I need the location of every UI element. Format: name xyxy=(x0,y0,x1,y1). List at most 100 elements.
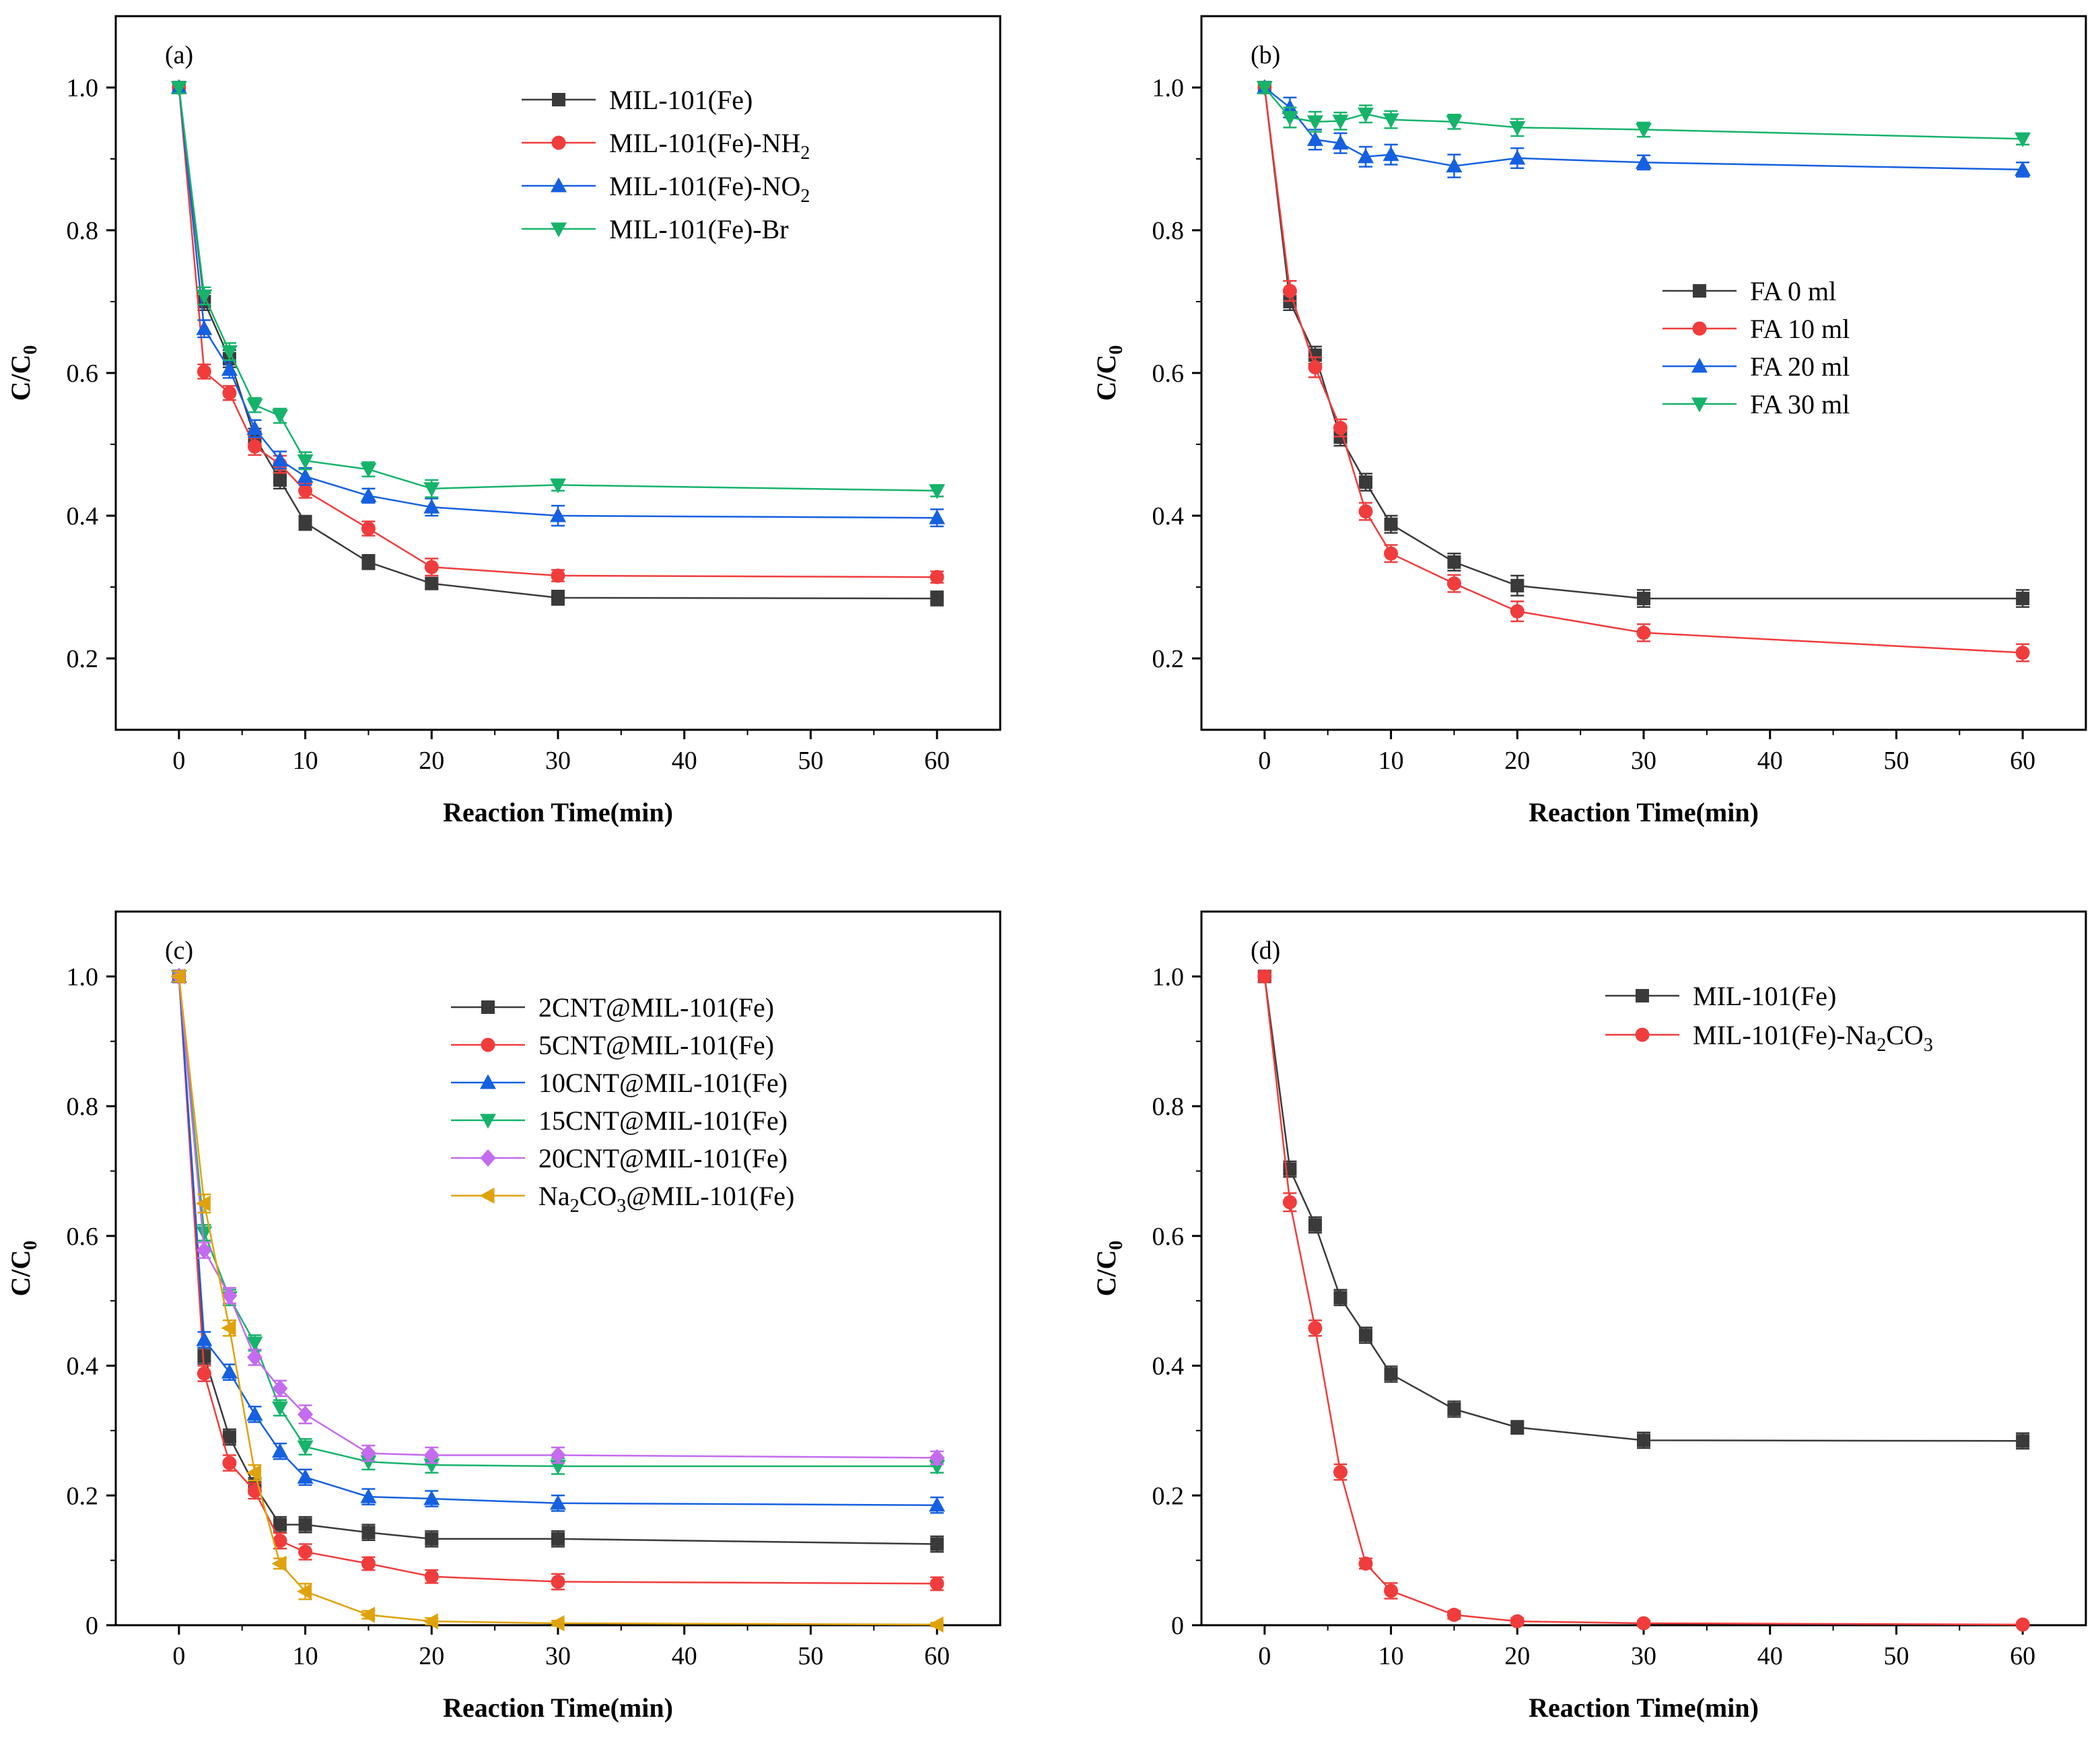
y-tick-label: 1.0 xyxy=(67,963,99,991)
data-point xyxy=(549,1615,565,1632)
data-point xyxy=(424,1569,439,1584)
data-point xyxy=(1447,555,1461,569)
data-point xyxy=(246,1406,263,1421)
data-point xyxy=(551,590,565,605)
data-point xyxy=(1306,115,1323,131)
series-10cnt-mil-101-fe- xyxy=(170,967,946,1514)
data-point xyxy=(1332,135,1349,150)
legend-marker xyxy=(551,177,567,193)
chart-panel-d: 0 10 20 30 40 50 60 0 0.2 0.4 0.6 0.8 1.0 Reaction Ti… xyxy=(1091,910,2087,1723)
legend-marker xyxy=(1691,357,1708,373)
x-tick-label: 20 xyxy=(1504,747,1530,775)
data-point xyxy=(196,1226,213,1241)
data-point xyxy=(298,1517,312,1532)
y-axis-title: C/C0 xyxy=(1091,1241,1127,1297)
legend-entry: FA 10 ml xyxy=(1750,314,1850,344)
series-line xyxy=(178,976,938,1545)
data-point xyxy=(551,1574,565,1589)
x-tick-label: 10 xyxy=(293,747,318,775)
series-line xyxy=(178,976,938,1626)
legend-marker xyxy=(480,1074,496,1089)
legend-marker xyxy=(481,1000,495,1014)
data-point xyxy=(221,1320,236,1336)
data-point xyxy=(1510,578,1525,592)
y-tick-label: 0.6 xyxy=(67,1223,99,1251)
data-point xyxy=(297,468,314,483)
chart-panel-b: 0 10 20 30 40 50 60 0.2 0.4 0.6 0.8 1.0 Reaction Tim… xyxy=(1091,15,2087,827)
y-tick-label: 0.4 xyxy=(67,1353,99,1381)
y-tick-label: 0.2 xyxy=(67,645,99,673)
data-point xyxy=(2015,161,2031,176)
data-point xyxy=(359,1606,375,1623)
data-point xyxy=(297,454,314,469)
y-tick-label: 0 xyxy=(85,1612,98,1640)
data-point xyxy=(929,1497,946,1512)
legend: MIL-101(Fe) MIL-101(Fe)-Na2CO3 xyxy=(1605,981,1933,1056)
data-point xyxy=(361,1526,376,1540)
legend-entry: Na2CO3@MIL-101(Fe) xyxy=(538,1181,794,1217)
y-tick-label: 0.8 xyxy=(1152,217,1185,245)
y-tick-label: 0.6 xyxy=(1152,360,1185,388)
y-tick-label: 1.0 xyxy=(1152,74,1185,102)
data-point xyxy=(1358,504,1373,519)
series-line xyxy=(1264,87,2023,171)
x-tick-label: 10 xyxy=(1378,747,1404,775)
data-point xyxy=(930,1537,944,1551)
data-point xyxy=(930,591,944,605)
legend-marker xyxy=(552,93,565,106)
data-point xyxy=(298,1544,313,1559)
data-point xyxy=(1384,1367,1398,1381)
x-tick-label: 20 xyxy=(419,1642,444,1670)
legend-marker xyxy=(480,1149,496,1167)
legend-entry: MIL-101(Fe) xyxy=(609,85,753,115)
data-point xyxy=(1333,1465,1348,1480)
data-point xyxy=(2016,591,2030,605)
legend-entry: FA 20 ml xyxy=(1750,351,1850,382)
series-line xyxy=(178,976,938,1459)
data-point xyxy=(1384,546,1399,561)
x-tick-label: 10 xyxy=(1378,1642,1404,1670)
legend: 2CNT@MIL-101(Fe) 5CNT@MIL-101(Fe) 10CNT@MI… xyxy=(451,992,794,1217)
x-tick-label: 0 xyxy=(172,1642,185,1670)
series-line xyxy=(178,87,938,492)
y-tick-label: 0.8 xyxy=(1152,1093,1185,1121)
legend-marker xyxy=(479,1188,495,1204)
legend-entry: FA 0 ml xyxy=(1750,276,1836,306)
legend-entry: MIL-101(Fe)-Br xyxy=(609,214,789,244)
data-point xyxy=(273,1517,287,1532)
data-point xyxy=(170,968,186,985)
y-tick-label: 1.0 xyxy=(1152,963,1185,991)
data-point xyxy=(297,1440,314,1456)
legend: MIL-101(Fe) MIL-101(Fe)-NH2 MIL-101(Fe)-NO… xyxy=(522,85,810,244)
data-point xyxy=(361,521,376,536)
y-axis-title: C/C0 xyxy=(1091,345,1127,401)
data-point xyxy=(360,487,377,502)
data-point xyxy=(1256,81,1273,96)
series-fa-30-ml xyxy=(1256,81,2031,147)
x-axis-title: Reaction Time(min) xyxy=(1529,797,1759,827)
legend-marker xyxy=(1636,989,1649,1002)
data-point xyxy=(197,1366,211,1381)
data-point xyxy=(550,507,566,522)
data-point xyxy=(1359,475,1373,489)
series-mil-101-fe-no2 xyxy=(170,79,946,528)
data-point xyxy=(247,439,262,454)
data-point xyxy=(273,473,287,487)
series-line xyxy=(178,87,938,519)
data-point xyxy=(298,516,312,530)
data-point xyxy=(1447,1402,1461,1416)
data-point xyxy=(1282,99,1298,114)
plot-frame xyxy=(1200,910,2087,1627)
panel-label: (a) xyxy=(165,41,193,69)
data-point xyxy=(222,1430,236,1444)
y-tick-label: 0.6 xyxy=(67,360,99,388)
data-point xyxy=(1510,1421,1525,1435)
data-point xyxy=(298,483,313,498)
data-point xyxy=(246,1464,261,1481)
data-point xyxy=(1636,625,1651,640)
series-line xyxy=(1263,87,2023,140)
data-point xyxy=(424,559,439,574)
x-axis-title: Reaction Time(min) xyxy=(443,1693,673,1723)
data-point xyxy=(1637,591,1650,605)
panel-label: (b) xyxy=(1251,41,1280,69)
